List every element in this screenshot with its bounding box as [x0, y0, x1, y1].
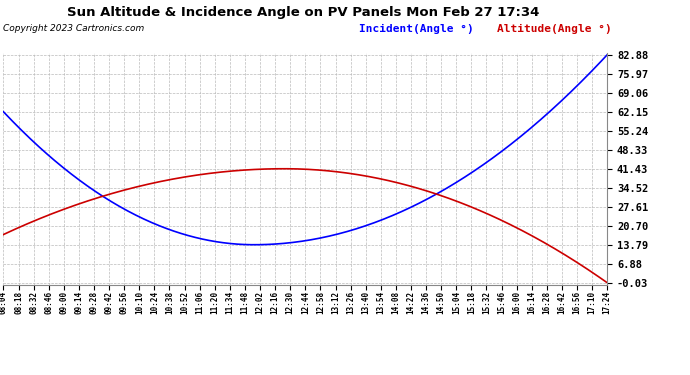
Text: Altitude(Angle °): Altitude(Angle °)	[497, 24, 611, 34]
Text: Sun Altitude & Incidence Angle on PV Panels Mon Feb 27 17:34: Sun Altitude & Incidence Angle on PV Pan…	[68, 6, 540, 19]
Text: Incident(Angle °): Incident(Angle °)	[359, 24, 473, 34]
Text: Copyright 2023 Cartronics.com: Copyright 2023 Cartronics.com	[3, 24, 145, 33]
